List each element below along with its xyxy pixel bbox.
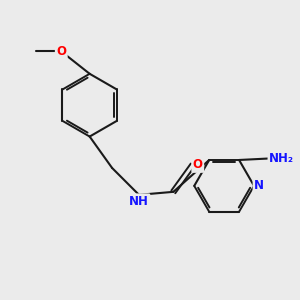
Text: O: O: [56, 45, 66, 58]
Text: NH: NH: [129, 195, 149, 208]
Text: NH₂: NH₂: [269, 152, 294, 165]
Text: N: N: [254, 179, 264, 192]
Text: O: O: [193, 158, 203, 171]
